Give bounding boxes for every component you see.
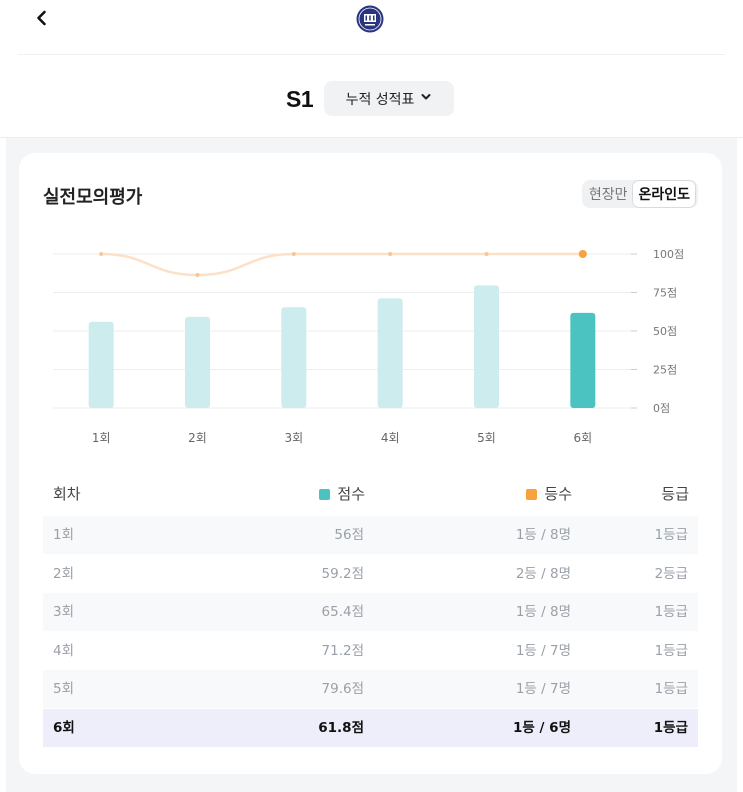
rank-legend-swatch [526, 489, 538, 500]
rank-point [484, 252, 489, 256]
university-seal-icon [356, 5, 384, 33]
row-grade: 1등급 [654, 604, 688, 620]
row-grade: 1등급 [654, 642, 688, 659]
back-chevron-icon[interactable] [30, 6, 54, 30]
header-score-label: 점수 [337, 485, 365, 503]
season-label: S1 [286, 86, 314, 112]
row-rank: 1등 / 7명 [515, 681, 571, 697]
bar [185, 316, 210, 408]
card-title: 실전모의평가 [43, 187, 143, 208]
x-tick-label: 3회 [284, 431, 303, 445]
row-round: 2회 [53, 565, 75, 582]
row-grade: 1등급 [654, 527, 688, 543]
mode-toggle: 현장만 온라인도 [581, 180, 698, 208]
bar [377, 298, 403, 408]
bar [570, 312, 596, 408]
x-tick-label: 2회 [188, 431, 207, 445]
row-rank: 2등 / 8명 [515, 565, 571, 582]
x-tick-label: 4회 [381, 431, 400, 445]
header-rank: 등수 [526, 483, 572, 504]
score-legend-swatch [319, 489, 331, 500]
header-score: 점수 [319, 483, 365, 504]
table-row: 5회 79.6점 1등 / 7명 1등급 [43, 670, 698, 708]
toggle-online[interactable]: 온라인도 [632, 180, 696, 208]
row-grade: 1등급 [654, 681, 688, 697]
row-round: 6회 [53, 719, 75, 736]
top-bar [0, 0, 743, 52]
chevron-down-icon [420, 91, 432, 107]
divider [18, 54, 725, 55]
table-row: 1회 56점 1등 / 8명 1등급 [43, 516, 698, 554]
table-row: 2회 59.2점 2등 / 8명 2등급 [43, 555, 698, 593]
header-grade: 등급 [661, 485, 689, 503]
report-type-dropdown[interactable]: 누적 성적표 [324, 81, 454, 116]
header-round: 회차 [53, 485, 81, 503]
bar [474, 285, 499, 408]
row-score: 71.2점 [321, 642, 364, 659]
row-rank: 1등 / 6명 [513, 719, 571, 736]
row-round: 4회 [53, 642, 75, 659]
row-score: 56점 [334, 527, 364, 543]
rank-point [195, 273, 200, 277]
row-grade: 2등급 [654, 565, 688, 582]
row-round: 3회 [53, 604, 75, 620]
rank-point [99, 252, 104, 256]
dropdown-label: 누적 성적표 [345, 91, 415, 108]
table-row: 3회 65.4점 1등 / 8명 1등급 [43, 593, 698, 631]
y-tick-label: 25점 [653, 364, 677, 377]
report-header: S1 누적 성적표 [0, 55, 743, 138]
y-tick-label: 75점 [653, 287, 677, 300]
y-tick-label: 100점 [653, 248, 684, 261]
rank-point [291, 252, 296, 256]
score-chart: 0점 25점 50점 75점 100점 1회 2회 3회 4회 5회 6회 [53, 248, 684, 445]
row-rank: 1등 / 8명 [515, 604, 571, 620]
rank-line [101, 252, 583, 277]
y-tick-label: 50점 [653, 325, 677, 338]
x-tick-label: 6회 [573, 431, 592, 445]
header-rank-label: 등수 [544, 485, 572, 503]
y-tick-label: 0점 [653, 402, 670, 415]
toggle-onsite[interactable]: 현장만 [588, 187, 628, 203]
table-header: 회차 점수 등수 등급 [53, 483, 689, 507]
row-score: 65.4점 [321, 604, 364, 620]
row-score: 61.8점 [318, 719, 364, 736]
bar [88, 321, 114, 408]
row-round: 5회 [53, 681, 75, 697]
row-rank: 1등 / 8명 [515, 527, 571, 543]
rank-point [388, 252, 393, 256]
x-tick-label: 5회 [477, 431, 496, 445]
rank-point [578, 250, 587, 258]
exam-card: 실전모의평가 현장만 온라인도 0점 25점 50점 75점 100점 1회 2회 3회 4회 5… [19, 153, 722, 774]
table-row: 4회 71.2점 1등 / 7명 1등급 [43, 632, 698, 670]
row-round: 1회 [53, 527, 75, 543]
x-tick-label: 1회 [92, 431, 111, 445]
row-score: 59.2점 [321, 565, 364, 582]
bar [281, 307, 307, 408]
row-rank: 1등 / 7명 [515, 642, 571, 659]
row-score: 79.6점 [321, 681, 364, 697]
table-row: 6회 61.8점 1등 / 6명 1등급 [43, 708, 698, 747]
row-grade: 1등급 [653, 719, 688, 736]
